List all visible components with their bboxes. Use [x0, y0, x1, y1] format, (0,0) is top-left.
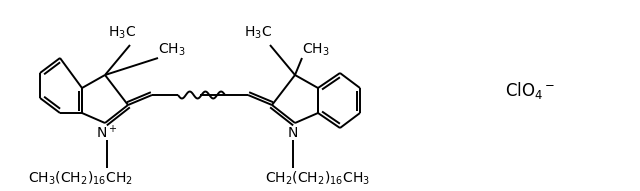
Text: CH$_2$(CH$_2$)$_{16}$CH$_3$: CH$_2$(CH$_2$)$_{16}$CH$_3$	[266, 169, 371, 187]
Text: ClO$_4$$^-$: ClO$_4$$^-$	[505, 79, 555, 100]
Text: N: N	[288, 126, 298, 140]
Text: CH$_3$: CH$_3$	[302, 42, 330, 58]
Text: N$^+$: N$^+$	[96, 124, 118, 142]
Text: H$_3$C: H$_3$C	[108, 25, 136, 41]
Text: CH$_3$(CH$_2$)$_{16}$CH$_2$: CH$_3$(CH$_2$)$_{16}$CH$_2$	[28, 169, 132, 187]
Text: H$_3$C: H$_3$C	[244, 25, 272, 41]
Text: CH$_3$: CH$_3$	[158, 42, 186, 58]
